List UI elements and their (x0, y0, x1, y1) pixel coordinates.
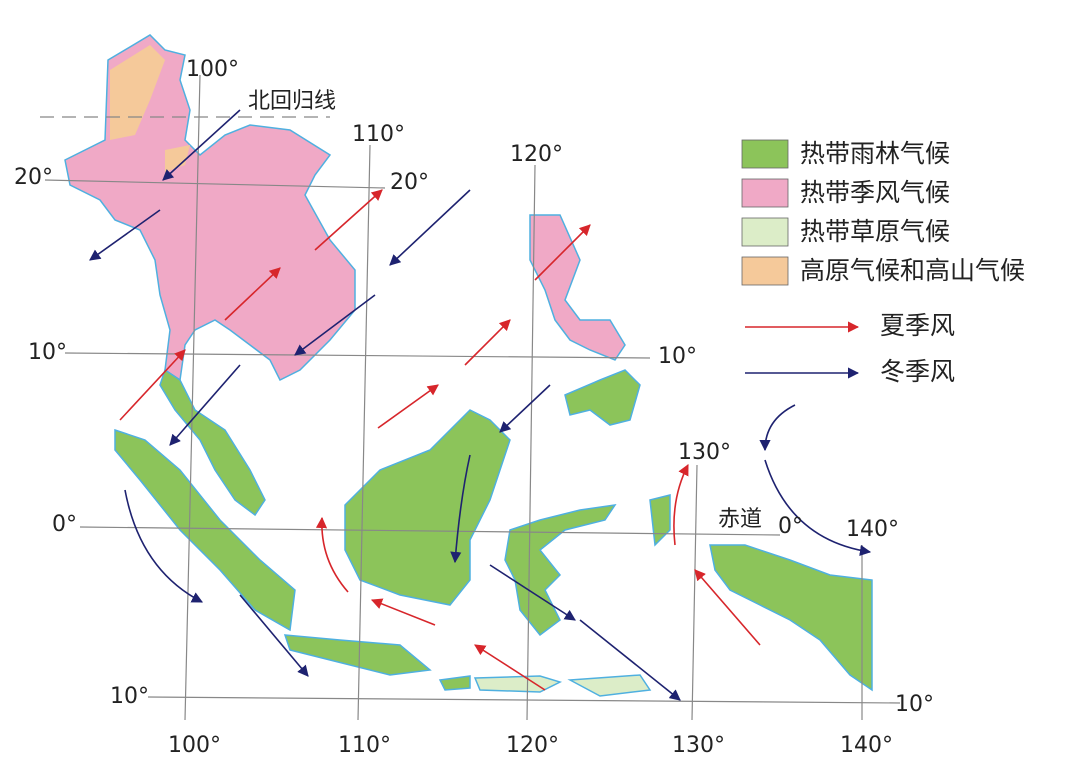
winter-wind-arrow (389, 189, 471, 266)
lon-label: 110° (352, 122, 405, 147)
philippines (529, 214, 626, 361)
summer-wind-arrow (474, 644, 546, 691)
winter-wind-arrow (169, 364, 241, 446)
lat-label: 10° (658, 344, 697, 369)
winter-wind-arrow (499, 384, 551, 433)
winter-wind-arrow (239, 594, 309, 677)
legend-swatch (741, 256, 789, 286)
mainland (64, 34, 356, 382)
lat-label: 10° (895, 692, 934, 717)
lon-label: 140° (840, 733, 893, 758)
legend-label: 热带草原气候 (800, 217, 950, 246)
meridians (184, 74, 863, 721)
lon-label: 130° (678, 440, 731, 465)
summer-wind-arrow (534, 224, 591, 281)
plateau (110, 45, 190, 172)
legend-label: 夏季风 (880, 311, 955, 340)
lon-label: 130° (672, 733, 725, 758)
tropic-label: 北回归线 (248, 89, 336, 114)
winter-wind-arrow (450, 454, 471, 564)
summer-wind-arrow (377, 384, 439, 429)
summer-wind-arrow (314, 189, 383, 251)
legend-swatch (741, 178, 789, 208)
parallels (44, 179, 901, 704)
legend-label: 热带雨林气候 (800, 139, 950, 168)
lat-label: 20° (14, 165, 53, 190)
legend-label: 高原气候和高山气候 (800, 256, 1025, 285)
winter-wind-arrow (579, 619, 681, 701)
lon-label: 100° (168, 733, 221, 758)
summer-wind-arrow (224, 267, 281, 321)
summer-wind-arrow (673, 464, 689, 546)
legend-label: 热带季风气候 (800, 178, 950, 207)
winter-wind-arrow (89, 209, 161, 261)
winter-wind-arrow (759, 404, 796, 452)
wind-arrows (89, 109, 872, 701)
lat-label: 0° (778, 514, 803, 539)
savanna-islands (473, 674, 652, 697)
winter-wind-arrow (764, 459, 872, 557)
winter-wind-arrow (294, 294, 376, 356)
lat-label: 0° (52, 512, 77, 537)
winter-wind-arrow (124, 489, 203, 603)
lon-label: 140° (846, 517, 899, 542)
legend-label: 冬季风 (880, 357, 955, 386)
lon-label: 120° (510, 142, 563, 167)
equator-label: 赤道 (718, 507, 762, 532)
legend-swatch (741, 217, 789, 247)
graticule (40, 74, 901, 721)
islands (114, 368, 873, 692)
lat-label: 10° (110, 684, 149, 709)
land (64, 34, 873, 697)
summer-wind-arrow (464, 319, 511, 366)
lon-label: 100° (186, 57, 239, 82)
summer-wind-arrow (119, 349, 186, 421)
summer-wind-arrow (315, 516, 349, 593)
summer-wind-arrow (370, 598, 436, 626)
lon-label: 120° (506, 733, 559, 758)
legend-swatch (741, 139, 789, 169)
winter-wind-arrow (489, 564, 576, 621)
lat-label: 10° (28, 340, 67, 365)
winter-wind-arrow (162, 109, 241, 181)
lat-label: 20° (390, 170, 429, 195)
summer-wind-arrow (694, 569, 761, 646)
lon-label: 110° (338, 733, 391, 758)
